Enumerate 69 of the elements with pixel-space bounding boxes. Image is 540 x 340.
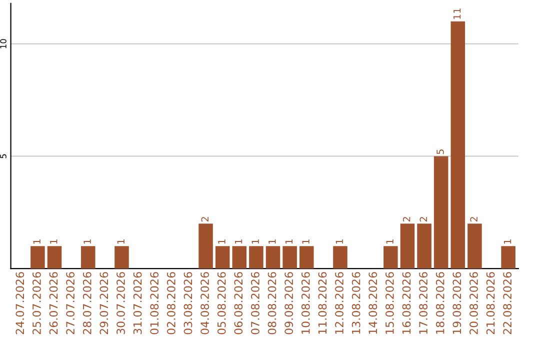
bar xyxy=(114,246,129,269)
x-tick-label: 12.08.2026 xyxy=(335,272,344,334)
data-label: 2 xyxy=(470,217,478,222)
x-tick-label: 20.08.2026 xyxy=(470,272,478,334)
x-tick-label: 24.07.2026 xyxy=(16,272,24,334)
x-tick-label: 25.07.2026 xyxy=(32,272,41,334)
x-tick-label: 02.08.2026 xyxy=(166,272,176,334)
x-tick-label: 03.08.2026 xyxy=(184,272,192,334)
bar xyxy=(30,246,45,269)
x-tick-label: 09.08.2026 xyxy=(284,272,294,334)
data-label: 1 xyxy=(33,239,40,244)
x-tick-label: 06.08.2026 xyxy=(234,272,243,334)
data-label: 1 xyxy=(285,239,292,244)
data-label: 1 xyxy=(336,239,343,244)
x-tick-label: 05.08.2026 xyxy=(217,272,226,334)
x-tick-label: 29.07.2026 xyxy=(100,272,108,334)
x-tick-label: 14.08.2026 xyxy=(368,272,378,334)
x-tick-label: 08.08.2026 xyxy=(268,272,276,334)
x-tick-label: 31.07.2026 xyxy=(133,272,142,334)
x-tick-label: 19.08.2026 xyxy=(452,272,462,334)
x-tick-label: 01.08.2026 xyxy=(150,272,159,334)
bar xyxy=(198,224,213,269)
bar xyxy=(400,224,415,269)
x-tick-label: 30.07.2026 xyxy=(116,272,125,334)
data-label: 1 xyxy=(268,239,276,244)
data-label: 5 xyxy=(436,150,444,154)
x-tick-label: 27.07.2026 xyxy=(66,272,75,334)
data-label: 2 xyxy=(201,217,208,222)
x-tick-label: 28.07.2026 xyxy=(82,272,92,334)
x-tick-label: 16.08.2026 xyxy=(402,272,411,334)
data-label: 1 xyxy=(84,239,91,244)
bar xyxy=(384,246,398,269)
data-label: 11 xyxy=(453,8,461,19)
bar xyxy=(215,246,230,269)
x-tick-label: 04.08.2026 xyxy=(200,272,209,334)
x-tick-label: 22.08.2026 xyxy=(503,272,512,334)
bar xyxy=(417,224,432,269)
x-tick-label: 21.08.2026 xyxy=(486,272,495,334)
data-label: 1 xyxy=(386,239,394,244)
bar xyxy=(282,246,297,269)
bar xyxy=(434,156,448,269)
bar xyxy=(468,224,482,269)
bar xyxy=(333,246,348,269)
bar xyxy=(249,246,264,269)
data-label: 1 xyxy=(234,239,242,244)
x-tick-label: 13.08.2026 xyxy=(352,272,360,334)
x-tick-label: 17.08.2026 xyxy=(419,272,428,334)
data-label: 1 xyxy=(218,239,226,244)
x-tick-label: 10.08.2026 xyxy=(301,272,310,334)
bar xyxy=(232,246,247,269)
data-label: 2 xyxy=(420,217,427,222)
data-label: 1 xyxy=(504,239,511,244)
data-label: 1 xyxy=(117,239,124,244)
data-label: 1 xyxy=(252,239,259,244)
x-tick-label: 07.08.2026 xyxy=(251,272,260,334)
data-label: 2 xyxy=(402,217,410,222)
bar xyxy=(47,246,62,269)
data-label: 1 xyxy=(302,239,310,244)
bar xyxy=(299,246,314,269)
bar xyxy=(266,246,280,269)
x-tick-label: 11.08.2026 xyxy=(318,272,327,334)
y-tick-label: 10 xyxy=(0,39,6,48)
bar xyxy=(501,246,516,269)
bar xyxy=(80,246,96,269)
x-tick-label: 15.08.2026 xyxy=(385,272,394,334)
x-tick-label: 26.07.2026 xyxy=(49,272,58,334)
bar xyxy=(450,21,466,269)
x-tick-label: 18.08.2026 xyxy=(436,272,444,334)
data-label: 1 xyxy=(50,239,58,244)
